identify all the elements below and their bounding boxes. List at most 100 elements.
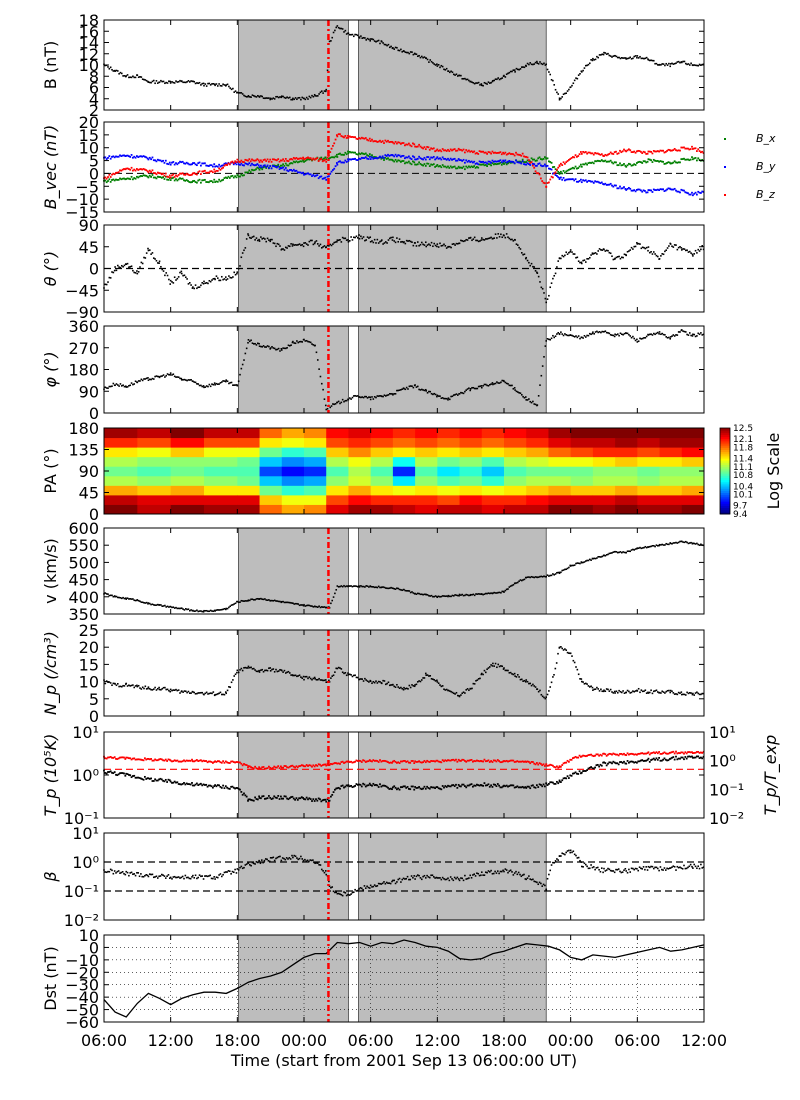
- data-point: [137, 271, 140, 273]
- data-point: [155, 375, 158, 377]
- data-point: [392, 393, 394, 396]
- data-point: [560, 571, 562, 574]
- data-point: [634, 690, 637, 692]
- data-point-T_p: [135, 776, 138, 779]
- data-point-T_p: [534, 786, 537, 789]
- data-point: [261, 598, 264, 601]
- data-point-B_y: [173, 163, 176, 166]
- data-point-T_p: [470, 783, 473, 786]
- data-point: [290, 243, 292, 245]
- data-point: [545, 696, 548, 698]
- data-point-B_y: [539, 164, 542, 167]
- data-point-B_x: [251, 168, 253, 171]
- data-point-T_p: [471, 785, 474, 788]
- data-point: [543, 575, 545, 578]
- data-point-T_p: [222, 784, 225, 787]
- data-point: [233, 675, 236, 677]
- data-point-T_p: [598, 765, 601, 768]
- data-point-B_y: [444, 157, 447, 160]
- data-point: [541, 695, 544, 698]
- data-point: [305, 243, 308, 245]
- data-point: [471, 386, 473, 389]
- data-point-B_z: [337, 133, 340, 136]
- data-point: [332, 403, 334, 405]
- data-point-B_y: [436, 156, 439, 159]
- data-point: [437, 395, 440, 397]
- data-point-T_p/T_exp: [145, 758, 148, 761]
- data-point: [298, 340, 301, 343]
- data-point-B_z: [580, 152, 583, 155]
- data-point: [335, 667, 338, 670]
- data-point-B_z: [107, 176, 109, 178]
- data-point-B_z: [206, 171, 209, 174]
- data-point-B_y: [616, 187, 619, 190]
- data-point: [156, 82, 159, 84]
- data-point: [676, 542, 679, 544]
- data-point: [360, 35, 362, 37]
- data-point-T_p: [542, 783, 545, 786]
- data-point: [611, 255, 613, 258]
- data-point: [290, 602, 292, 604]
- data-point-T_p: [151, 780, 154, 782]
- data-point: [615, 55, 618, 58]
- data-point: [320, 606, 323, 608]
- data-point: [202, 82, 205, 85]
- data-point-B_z: [256, 158, 259, 161]
- data-point: [305, 339, 308, 342]
- data-point: [291, 341, 294, 344]
- y-tick-label: 15: [79, 126, 99, 145]
- data-point-T_p/T_exp: [154, 758, 157, 761]
- data-point: [111, 68, 113, 71]
- heatmap-cell: [615, 475, 638, 486]
- data-point-T_p: [237, 787, 240, 790]
- data-point-B_x: [461, 167, 464, 169]
- data-point: [397, 587, 400, 590]
- data-point-B_z: [248, 158, 251, 161]
- data-point: [368, 681, 370, 683]
- data-point-B_x: [436, 164, 439, 166]
- heatmap-cell: [637, 485, 661, 496]
- data-point-B_z: [148, 169, 151, 172]
- data-point: [205, 609, 208, 612]
- data-point-B_x: [471, 166, 474, 169]
- data-point: [116, 683, 119, 685]
- data-point: [192, 80, 194, 83]
- data-point-T_p/T_exp: [251, 766, 254, 769]
- data-point: [660, 255, 662, 257]
- data-point-B_x: [277, 163, 280, 166]
- data-point: [697, 332, 700, 335]
- data-point-B_z: [376, 141, 379, 143]
- heatmap-cell: [348, 475, 372, 486]
- data-point: [193, 381, 196, 383]
- data-point: [226, 278, 229, 280]
- data-point: [569, 249, 572, 251]
- y-tick-label: 0: [89, 164, 99, 183]
- data-point: [386, 242, 388, 244]
- data-point: [169, 688, 172, 691]
- data-point-B_x: [360, 152, 363, 155]
- data-point: [160, 604, 162, 606]
- data-point: [669, 63, 672, 65]
- data-point: [145, 377, 148, 380]
- data-point: [530, 262, 533, 265]
- data-point: [679, 61, 681, 64]
- data-point: [536, 60, 538, 63]
- data-point: [356, 676, 359, 679]
- data-point: [124, 597, 127, 599]
- data-point-T_p: [368, 782, 371, 785]
- data-point-B_y: [277, 165, 280, 168]
- data-point-B_y: [586, 180, 589, 183]
- heatmap-cell: [370, 428, 394, 439]
- data-point-B_z: [179, 172, 181, 175]
- data-point: [236, 91, 239, 94]
- data-point: [283, 249, 286, 251]
- data-point-B_y: [247, 163, 249, 166]
- data-point: [629, 335, 632, 337]
- data-point: [271, 668, 273, 671]
- heatmap-cell: [681, 428, 705, 439]
- data-point-B_x: [666, 161, 669, 164]
- data-point: [673, 244, 676, 246]
- data-point: [668, 62, 670, 65]
- colorbar-segment: [720, 477, 730, 481]
- data-point: [444, 397, 447, 400]
